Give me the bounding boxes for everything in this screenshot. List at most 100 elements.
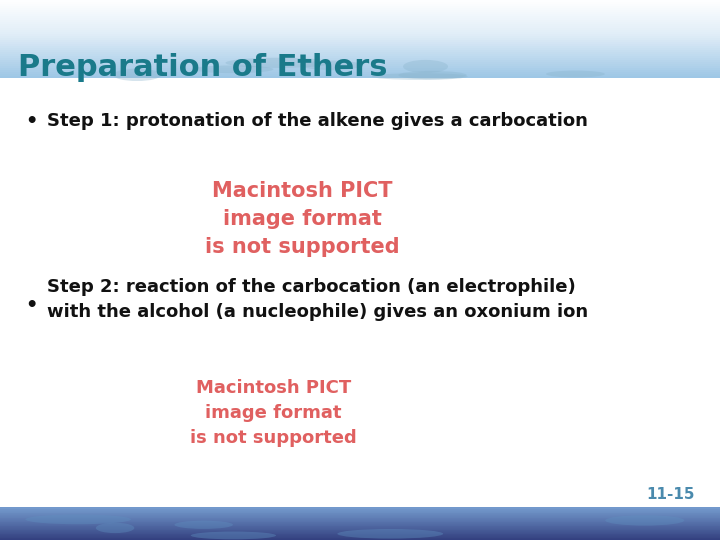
- Ellipse shape: [113, 69, 161, 81]
- Bar: [0, 517, 720, 519]
- Ellipse shape: [174, 521, 233, 529]
- Bar: [0, 508, 720, 509]
- Bar: [0, 69, 720, 72]
- Bar: [0, 530, 720, 532]
- Bar: [0, 511, 720, 512]
- Bar: [0, 11, 720, 14]
- Bar: [0, 507, 720, 509]
- Ellipse shape: [193, 65, 274, 73]
- Ellipse shape: [96, 523, 135, 533]
- Bar: [0, 21, 720, 24]
- Bar: [0, 527, 720, 529]
- Bar: [0, 512, 720, 514]
- Ellipse shape: [301, 60, 361, 70]
- Text: Macintosh PICT
image format
is not supported: Macintosh PICT image format is not suppo…: [190, 379, 357, 447]
- Bar: [0, 519, 720, 522]
- Bar: [0, 7, 720, 10]
- Text: Preparation of Ethers: Preparation of Ethers: [18, 53, 387, 82]
- Bar: [0, 509, 720, 511]
- Bar: [0, 19, 720, 22]
- Bar: [0, 534, 720, 535]
- Bar: [0, 511, 720, 514]
- Bar: [0, 63, 720, 66]
- Text: Step 2: reaction of the carbocation (an electrophile)
with the alcohol (a nucleo: Step 2: reaction of the carbocation (an …: [47, 278, 588, 321]
- Bar: [0, 514, 720, 516]
- Bar: [0, 13, 720, 16]
- Bar: [0, 81, 720, 86]
- Bar: [0, 37, 720, 40]
- Bar: [0, 73, 720, 76]
- Bar: [0, 538, 720, 540]
- Bar: [0, 55, 720, 58]
- Bar: [0, 532, 720, 534]
- Bar: [0, 35, 720, 38]
- Bar: [0, 53, 720, 56]
- Bar: [0, 525, 720, 527]
- Bar: [0, 528, 720, 530]
- Bar: [0, 513, 720, 515]
- Ellipse shape: [25, 515, 131, 524]
- Bar: [0, 23, 720, 26]
- Bar: [0, 526, 720, 528]
- Bar: [0, 25, 720, 28]
- Bar: [0, 536, 720, 538]
- Bar: [0, 68, 720, 70]
- Bar: [0, 534, 720, 536]
- Text: •: •: [25, 295, 37, 315]
- Bar: [0, 3, 720, 6]
- Bar: [0, 535, 720, 537]
- Bar: [0, 529, 720, 531]
- Bar: [0, 27, 720, 30]
- Bar: [0, 65, 720, 68]
- Bar: [0, 75, 720, 78]
- Bar: [0, 33, 720, 36]
- Bar: [0, 31, 720, 34]
- Bar: [0, 521, 720, 522]
- Bar: [0, 524, 720, 525]
- Ellipse shape: [338, 529, 444, 538]
- Bar: [0, 51, 720, 54]
- Ellipse shape: [372, 73, 468, 80]
- Bar: [0, 15, 720, 18]
- Bar: [0, 516, 720, 518]
- Ellipse shape: [606, 515, 684, 525]
- Bar: [0, 9, 720, 12]
- Text: •: •: [25, 112, 37, 131]
- Bar: [0, 61, 720, 64]
- Bar: [0, 510, 720, 512]
- Bar: [0, 39, 720, 42]
- Text: Macintosh PICT
image format
is not supported: Macintosh PICT image format is not suppo…: [205, 181, 400, 256]
- Bar: [0, 516, 720, 517]
- Ellipse shape: [191, 531, 276, 539]
- Bar: [0, 59, 720, 62]
- Bar: [0, 47, 720, 50]
- Bar: [0, 41, 720, 44]
- Bar: [0, 521, 720, 523]
- Bar: [0, 71, 720, 75]
- Bar: [0, 522, 720, 524]
- Ellipse shape: [225, 58, 332, 68]
- Ellipse shape: [403, 60, 448, 73]
- Bar: [0, 0, 720, 2]
- Bar: [0, 43, 720, 46]
- Bar: [0, 515, 720, 517]
- Bar: [0, 5, 720, 8]
- Bar: [0, 1, 720, 4]
- Bar: [0, 537, 720, 539]
- Bar: [0, 518, 720, 520]
- Bar: [0, 45, 720, 48]
- Text: 11-15: 11-15: [647, 487, 695, 502]
- Bar: [0, 529, 720, 530]
- Bar: [0, 57, 720, 60]
- Bar: [0, 532, 720, 535]
- Bar: [0, 29, 720, 32]
- Ellipse shape: [398, 71, 467, 79]
- Bar: [0, 17, 720, 20]
- Bar: [0, 524, 720, 526]
- Bar: [0, 519, 720, 521]
- Bar: [0, 509, 720, 510]
- Bar: [0, 537, 720, 538]
- Bar: [0, 523, 720, 525]
- Bar: [0, 49, 720, 52]
- Bar: [0, 531, 720, 533]
